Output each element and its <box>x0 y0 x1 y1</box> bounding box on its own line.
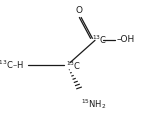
Text: $^{13}$C: $^{13}$C <box>92 34 107 46</box>
Text: $^{13}$C: $^{13}$C <box>66 60 81 72</box>
Text: O: O <box>76 6 83 15</box>
Text: –OH: –OH <box>117 35 135 44</box>
Text: $^{15}$NH$_2$: $^{15}$NH$_2$ <box>81 97 106 111</box>
Text: H$_3$$^{13}$C–H: H$_3$$^{13}$C–H <box>0 58 24 72</box>
